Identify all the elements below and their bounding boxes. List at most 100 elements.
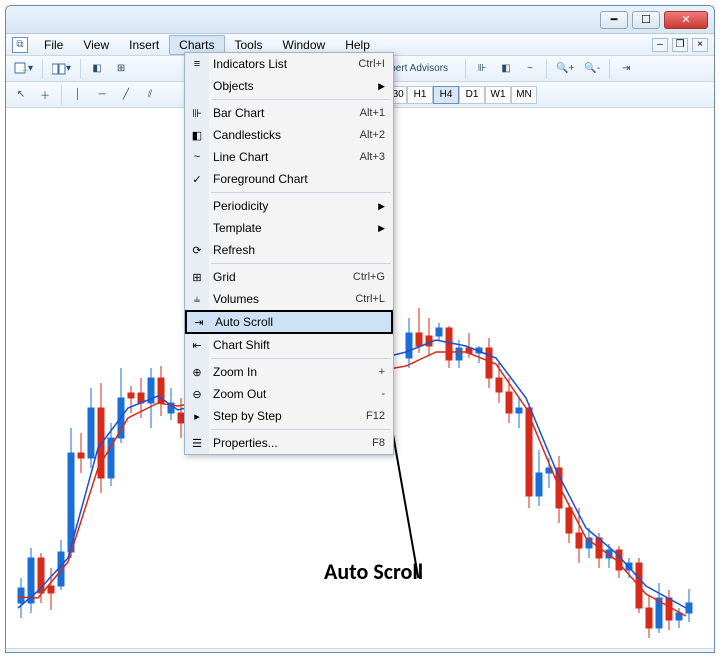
menuitem-icon: ⊞ bbox=[189, 269, 205, 285]
zoom-out-button[interactable]: 🔍- bbox=[580, 59, 604, 79]
menuitem-label: Zoom Out bbox=[213, 387, 266, 401]
menuitem-step-by-step[interactable]: ▸ Step by Step F12 bbox=[185, 405, 393, 427]
menuitem-foreground-chart[interactable]: ✓ Foreground Chart bbox=[185, 168, 393, 190]
navigator-button[interactable]: ⊞ bbox=[110, 59, 132, 79]
menuitem-icon: ▸ bbox=[189, 408, 205, 424]
menuitem-shortcut: - bbox=[381, 388, 385, 400]
menuitem-label: Periodicity bbox=[213, 199, 268, 213]
mdi-close-button[interactable]: × bbox=[692, 38, 708, 52]
menu-view[interactable]: View bbox=[73, 35, 119, 55]
mdi-minimize-button[interactable]: – bbox=[652, 38, 668, 52]
menuitem-shortcut: Ctrl+I bbox=[358, 58, 385, 70]
menuitem-icon: ✓ bbox=[189, 171, 205, 187]
menu-separator bbox=[211, 192, 391, 193]
channel-button[interactable]: ⫽ bbox=[139, 85, 161, 105]
auto-scroll-button[interactable]: ⇥ bbox=[615, 59, 637, 79]
timeframe-D1[interactable]: D1 bbox=[459, 86, 485, 104]
menuitem-icon: ⇤ bbox=[189, 337, 205, 353]
timeframe-W1[interactable]: W1 bbox=[485, 86, 511, 104]
menuitem-properties[interactable]: ☰Properties...F8 bbox=[185, 432, 393, 454]
menuitem-icon: ⇥ bbox=[191, 314, 207, 330]
menuitem-periodicity[interactable]: Periodicity▶ bbox=[185, 195, 393, 217]
menuitem-zoom-in[interactable]: ⊕ Zoom In + bbox=[185, 361, 393, 383]
svg-text:+: + bbox=[22, 66, 28, 76]
menuitem-line-chart[interactable]: ~ Line Chart Alt+3 bbox=[185, 146, 393, 168]
menuitem-shortcut: F12 bbox=[366, 410, 385, 422]
timeframe-MN[interactable]: MN bbox=[511, 86, 537, 104]
submenu-arrow-icon: ▶ bbox=[378, 81, 385, 92]
menuitem-label: Line Chart bbox=[213, 150, 268, 164]
menuitem-icon: ◧ bbox=[189, 127, 205, 143]
trendline-button[interactable]: ╱ bbox=[115, 85, 137, 105]
menuitem-shortcut: F8 bbox=[372, 437, 385, 449]
menuitem-icon bbox=[189, 198, 205, 214]
menuitem-label: Template bbox=[213, 221, 262, 235]
menuitem-candlesticks[interactable]: ◧ Candlesticks Alt+2 bbox=[185, 124, 393, 146]
menuitem-auto-scroll[interactable]: ⇥Auto Scroll bbox=[185, 310, 393, 334]
statusbar: 421/1 kb bbox=[6, 648, 714, 653]
menuitem-icon: ⟳ bbox=[189, 242, 205, 258]
vline-button[interactable]: │ bbox=[67, 85, 89, 105]
menuitem-zoom-out[interactable]: ⊖ Zoom Out - bbox=[185, 383, 393, 405]
timeframe-H1[interactable]: H1 bbox=[407, 86, 433, 104]
menuitem-icon: ⊕ bbox=[189, 364, 205, 380]
window-minimize-button[interactable]: ━ bbox=[600, 11, 628, 29]
charts-menu-dropdown: ≡ Indicators List Ctrl+I Objects ▶ ⊪ Bar Chart… bbox=[184, 52, 394, 455]
menuitem-label: Foreground Chart bbox=[213, 172, 308, 186]
menuitem-shortcut: Ctrl+L bbox=[355, 293, 385, 305]
candle-chart-button[interactable]: ◧ bbox=[495, 59, 517, 79]
menuitem-shortcut: Alt+2 bbox=[360, 129, 385, 141]
market-watch-button[interactable]: ◧ bbox=[86, 59, 108, 79]
menuitem-chart-shift[interactable]: ⇤ Chart Shift bbox=[185, 334, 393, 356]
cursor-button[interactable]: ↖ bbox=[10, 85, 32, 105]
menuitem-label: Properties... bbox=[213, 436, 278, 450]
menuitem-label: Chart Shift bbox=[213, 338, 270, 352]
menuitem-template[interactable]: Template ▶ bbox=[185, 217, 393, 239]
titlebar: ━ ☐ ✕ bbox=[6, 6, 714, 34]
hline-button[interactable]: ─ bbox=[91, 85, 113, 105]
menuitem-icon bbox=[189, 78, 205, 94]
menuitem-icon bbox=[189, 220, 205, 236]
menuitem-label: Zoom In bbox=[213, 365, 257, 379]
menu-separator bbox=[211, 99, 391, 100]
menuitem-icon: ⊖ bbox=[189, 386, 205, 402]
menuitem-volumes[interactable]: ⫨ Volumes Ctrl+L bbox=[185, 288, 393, 310]
window-close-button[interactable]: ✕ bbox=[664, 11, 708, 29]
menuitem-icon: ⫨ bbox=[189, 291, 205, 307]
menu-file[interactable]: File bbox=[34, 35, 73, 55]
annotation-label: Auto Scroll bbox=[324, 558, 423, 585]
menuitem-label: Refresh bbox=[213, 243, 255, 257]
menuitem-label: Bar Chart bbox=[213, 106, 264, 120]
timeframe-H4[interactable]: H4 bbox=[433, 86, 459, 104]
menuitem-label: Step by Step bbox=[213, 409, 282, 423]
line-chart-button[interactable]: ~ bbox=[519, 59, 541, 79]
app-icon: ⧉ bbox=[12, 37, 28, 53]
new-chart-button[interactable]: +▾ bbox=[10, 59, 37, 79]
mdi-restore-button[interactable]: ❐ bbox=[672, 38, 688, 52]
zoom-in-button[interactable]: 🔍+ bbox=[552, 59, 578, 79]
submenu-arrow-icon: ▶ bbox=[378, 223, 385, 234]
window-maximize-button[interactable]: ☐ bbox=[632, 11, 660, 29]
profiles-button[interactable]: ▾ bbox=[48, 59, 75, 79]
menuitem-shortcut: + bbox=[379, 366, 385, 378]
menuitem-shortcut: Ctrl+G bbox=[353, 271, 385, 283]
menu-separator bbox=[211, 263, 391, 264]
menuitem-label: Objects bbox=[213, 79, 254, 93]
menuitem-icon: ~ bbox=[189, 149, 205, 165]
menuitem-label: Volumes bbox=[213, 292, 259, 306]
menuitem-shortcut: Alt+3 bbox=[360, 151, 385, 163]
bar-chart-button[interactable]: ⊪ bbox=[471, 59, 493, 79]
menuitem-indicators-list[interactable]: ≡ Indicators List Ctrl+I bbox=[185, 53, 393, 75]
menuitem-icon: ≡ bbox=[189, 56, 205, 72]
menuitem-objects[interactable]: Objects ▶ bbox=[185, 75, 393, 97]
menuitem-icon: ⊪ bbox=[189, 105, 205, 121]
menuitem-label: Grid bbox=[213, 270, 236, 284]
menuitem-bar-chart[interactable]: ⊪Bar ChartAlt+1 bbox=[185, 102, 393, 124]
menuitem-label: Indicators List bbox=[213, 57, 287, 71]
menu-insert[interactable]: Insert bbox=[119, 35, 169, 55]
menuitem-grid[interactable]: ⊞ Grid Ctrl+G bbox=[185, 266, 393, 288]
crosshair-button[interactable]: ＋ bbox=[34, 85, 56, 105]
menu-separator bbox=[211, 429, 391, 430]
menuitem-refresh[interactable]: ⟳ Refresh bbox=[185, 239, 393, 261]
menuitem-label: Candlesticks bbox=[213, 128, 281, 142]
